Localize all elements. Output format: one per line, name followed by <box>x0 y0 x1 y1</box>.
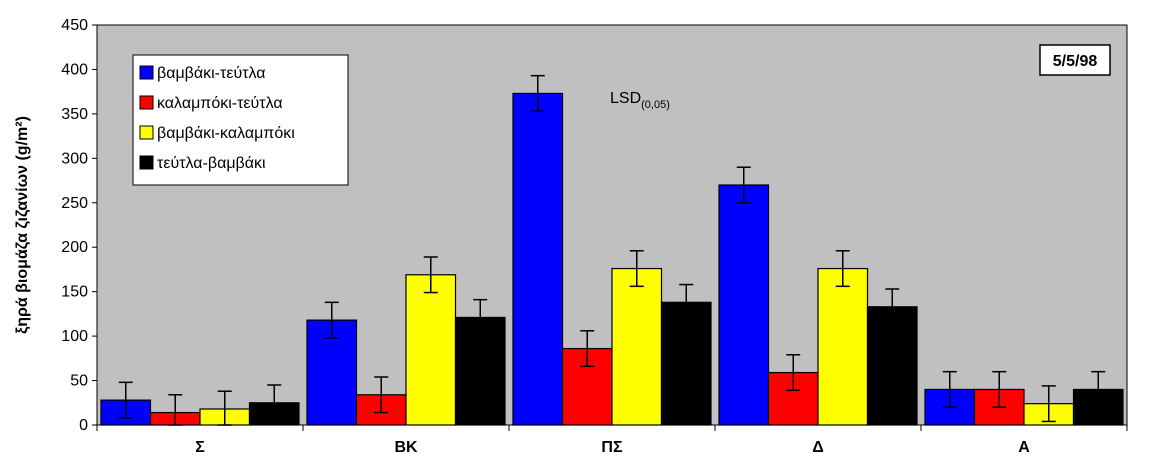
legend-label: τεύτλα-βαμβάκι <box>157 155 266 172</box>
legend: βαμβάκι-τεύτλα καλαμπόκι-τεύτλα βαμβάκι-κα… <box>132 54 349 186</box>
y-tick-label: 0 <box>79 417 88 434</box>
x-category-label: ΠΣ <box>601 439 623 456</box>
y-tick-label: 300 <box>61 150 88 167</box>
error-bars <box>118 74 1106 426</box>
legend-label: βαμβάκι-τεύτλα <box>157 65 266 82</box>
bar <box>718 184 770 426</box>
y-tick-label: 50 <box>70 373 88 390</box>
bar <box>405 274 457 426</box>
legend-swatch <box>139 65 154 80</box>
x-category-label: Σ <box>195 439 205 456</box>
y-tick-label: 200 <box>61 239 88 256</box>
y-axis-label: ξηρά βιομάζα ζιζανίων (g/m²) <box>14 116 31 334</box>
legend-swatch <box>139 125 154 140</box>
lsd-annotation: LSD(0,05) <box>610 90 670 111</box>
bar <box>866 306 918 426</box>
legend-label: καλαμπόκι-τεύτλα <box>157 95 283 112</box>
bar <box>611 267 663 426</box>
x-axis: Σ ΒΚ ΠΣ Δ Α <box>96 425 1128 456</box>
legend-box <box>132 54 349 186</box>
legend-swatch <box>139 95 154 110</box>
bar <box>512 92 564 426</box>
y-axis: 0 50 100 150 200 250 300 350 400 450 <box>61 17 97 434</box>
y-tick-label: 100 <box>61 328 88 345</box>
x-category-label: Α <box>1018 439 1030 456</box>
y-tick-label: 450 <box>61 17 88 34</box>
legend-label: βαμβάκι-καλαμπόκι <box>157 125 295 142</box>
date-box: 5/5/98 <box>1039 44 1111 76</box>
bar <box>817 267 869 426</box>
lsd-annotation-sub: (0,05) <box>641 99 670 111</box>
y-tick-label: 400 <box>61 61 88 78</box>
y-tick-label: 350 <box>61 106 88 123</box>
date-box-frame <box>1039 44 1111 76</box>
lsd-annotation-main: LSD <box>610 90 641 107</box>
y-tick-label: 250 <box>61 195 88 212</box>
x-category-label: Δ <box>812 439 824 456</box>
bars <box>100 92 1124 426</box>
bar <box>660 301 712 426</box>
legend-swatch <box>139 155 154 170</box>
date-label: 5/5/98 <box>1053 53 1098 70</box>
y-tick-label: 150 <box>61 284 88 301</box>
x-category-label: ΒΚ <box>394 439 418 456</box>
